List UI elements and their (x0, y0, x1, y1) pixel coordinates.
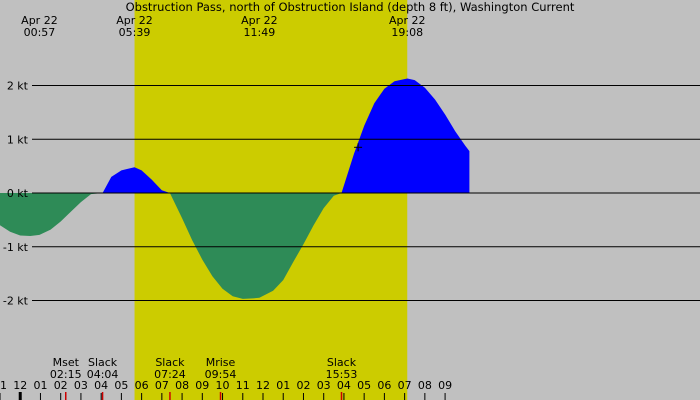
event-time: 15:53 (326, 368, 358, 381)
time-marker-time: 11:49 (244, 26, 276, 39)
x-tick-label: 08 (175, 379, 189, 392)
time-marker-time: 19:08 (391, 26, 423, 39)
x-tick-label: 11 (0, 379, 7, 392)
event-time: 02:15 (50, 368, 82, 381)
event-label: Slack (88, 356, 118, 369)
event-time: 04:04 (87, 368, 119, 381)
time-marker-date: Apr 22 (116, 14, 153, 27)
y-tick-label: 2 kt (7, 80, 29, 93)
x-tick-label: 04 (94, 379, 108, 392)
x-tick-label: 11 (236, 379, 250, 392)
x-tick-label: 03 (317, 379, 331, 392)
x-axis-layer: 11 12 01 02 03 04 05 06 07 08 09 10 11 12 01 02 03 04 05 06… (0, 379, 452, 400)
event-label: Slack (327, 356, 357, 369)
flood-area (0, 78, 470, 193)
time-marker-date: Apr 22 (241, 14, 278, 27)
x-tick-label: 12 (13, 379, 27, 392)
x-tick-label: 05 (114, 379, 128, 392)
x-tick-label: 02 (54, 379, 68, 392)
current-area-layer (0, 78, 470, 299)
y-tick-label: 0 kt (7, 187, 29, 200)
event-label: Mset (53, 356, 80, 369)
event-time: 09:54 (205, 368, 237, 381)
y-tick-label-layer: 2 kt 1 kt 0 kt -1 kt -2 kt (3, 80, 29, 308)
x-tick-label: 01 (276, 379, 290, 392)
x-tick-label: 07 (155, 379, 169, 392)
x-tick-label: 01 (33, 379, 47, 392)
midnight-marker (18, 392, 22, 400)
time-marker-time: 05:39 (119, 26, 151, 39)
event-label: Slack (155, 356, 185, 369)
x-tick-label: 06 (135, 379, 149, 392)
ebb-area (0, 193, 470, 299)
x-tick-label: 05 (357, 379, 371, 392)
event-label: Mrise (206, 356, 236, 369)
x-tick-label: 08 (418, 379, 432, 392)
time-marker-time: 00:57 (24, 26, 56, 39)
chart-title: Obstruction Pass, north of Obstruction I… (126, 0, 575, 14)
y-tick-label: -2 kt (3, 295, 29, 308)
y-tick-label: 1 kt (7, 133, 29, 146)
x-tick-label: 07 (398, 379, 412, 392)
y-tick-label: -1 kt (3, 241, 29, 254)
time-marker-date: Apr 22 (21, 14, 58, 27)
x-tick-label: 09 (195, 379, 209, 392)
x-tick-label: 10 (216, 379, 230, 392)
x-tick-label: 06 (377, 379, 391, 392)
x-tick-label: 04 (337, 379, 351, 392)
time-marker-date: Apr 22 (389, 14, 426, 27)
event-time: 07:24 (154, 368, 186, 381)
x-tick-label: 02 (296, 379, 310, 392)
x-tick-label: 03 (74, 379, 88, 392)
event-layer: Mset02:15Slack04:04Slack07:24Mrise09:54S… (50, 356, 357, 400)
x-tick-label: 12 (256, 379, 270, 392)
x-tick-label: 09 (438, 379, 452, 392)
gridline-layer (32, 85, 700, 301)
